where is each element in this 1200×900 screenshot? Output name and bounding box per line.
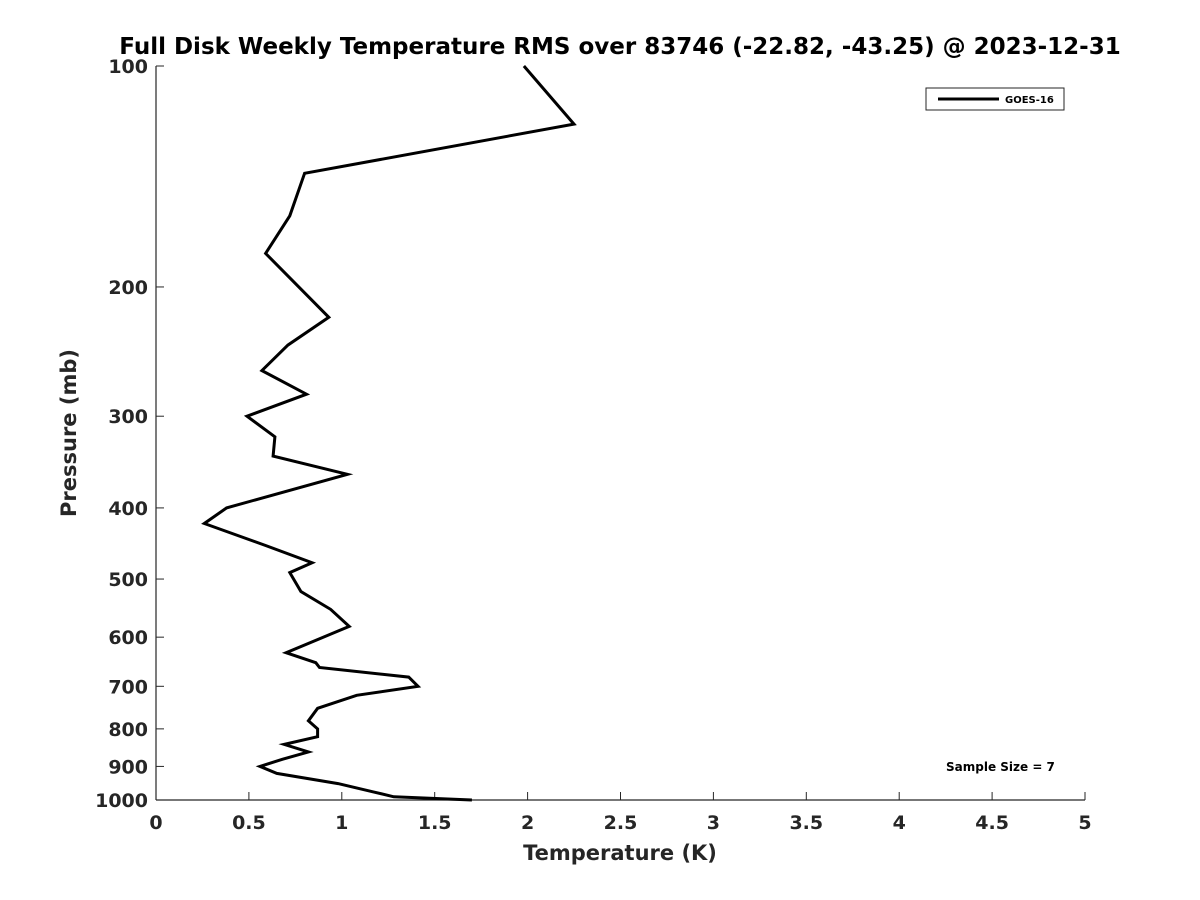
series-layer: [201, 65, 577, 802]
x-tick-label: 2.5: [604, 812, 638, 834]
x-tick-label: 1.5: [418, 812, 452, 834]
x-tick-label: 1: [335, 812, 348, 834]
y-tick-label: 600: [108, 627, 148, 649]
x-axis-ticks: 0 0.5 1 1.5 2 2.5 3 3.5 4 4.5 5: [149, 792, 1092, 834]
x-tick-label: 5: [1078, 812, 1091, 834]
y-tick-label: 900: [108, 756, 148, 778]
series-line-goes-16: [201, 65, 577, 802]
y-tick-label: 200: [108, 277, 148, 299]
x-tick-label: 4.5: [975, 812, 1009, 834]
x-tick-label: 0: [149, 812, 162, 834]
y-tick-label: 700: [108, 676, 148, 698]
y-axis-ticks: 100 200 300 400 500 600 700 800 900 1000: [95, 56, 164, 812]
sample-size-note: Sample Size = 7: [946, 760, 1055, 774]
legend-label-goes-16: GOES-16: [1005, 95, 1054, 106]
y-tick-label: 800: [108, 719, 148, 741]
x-tick-label: 3: [707, 812, 720, 834]
y-axis-label: Pressure (mb): [57, 349, 81, 517]
x-tick-label: 4: [893, 812, 906, 834]
x-axis-label: Temperature (K): [523, 841, 717, 865]
y-tick-label: 100: [108, 56, 148, 78]
x-tick-label: 2: [521, 812, 534, 834]
legend: GOES-16: [925, 87, 1065, 111]
y-tick-label: 300: [108, 406, 148, 428]
plot-area: [155, 66, 1085, 801]
chart-title: Full Disk Weekly Temperature RMS over 83…: [119, 34, 1121, 60]
x-tick-label: 0.5: [232, 812, 266, 834]
y-tick-label: 400: [108, 498, 148, 520]
x-tick-label: 3.5: [789, 812, 823, 834]
y-tick-label: 1000: [95, 790, 148, 812]
y-tick-label: 500: [108, 569, 148, 591]
